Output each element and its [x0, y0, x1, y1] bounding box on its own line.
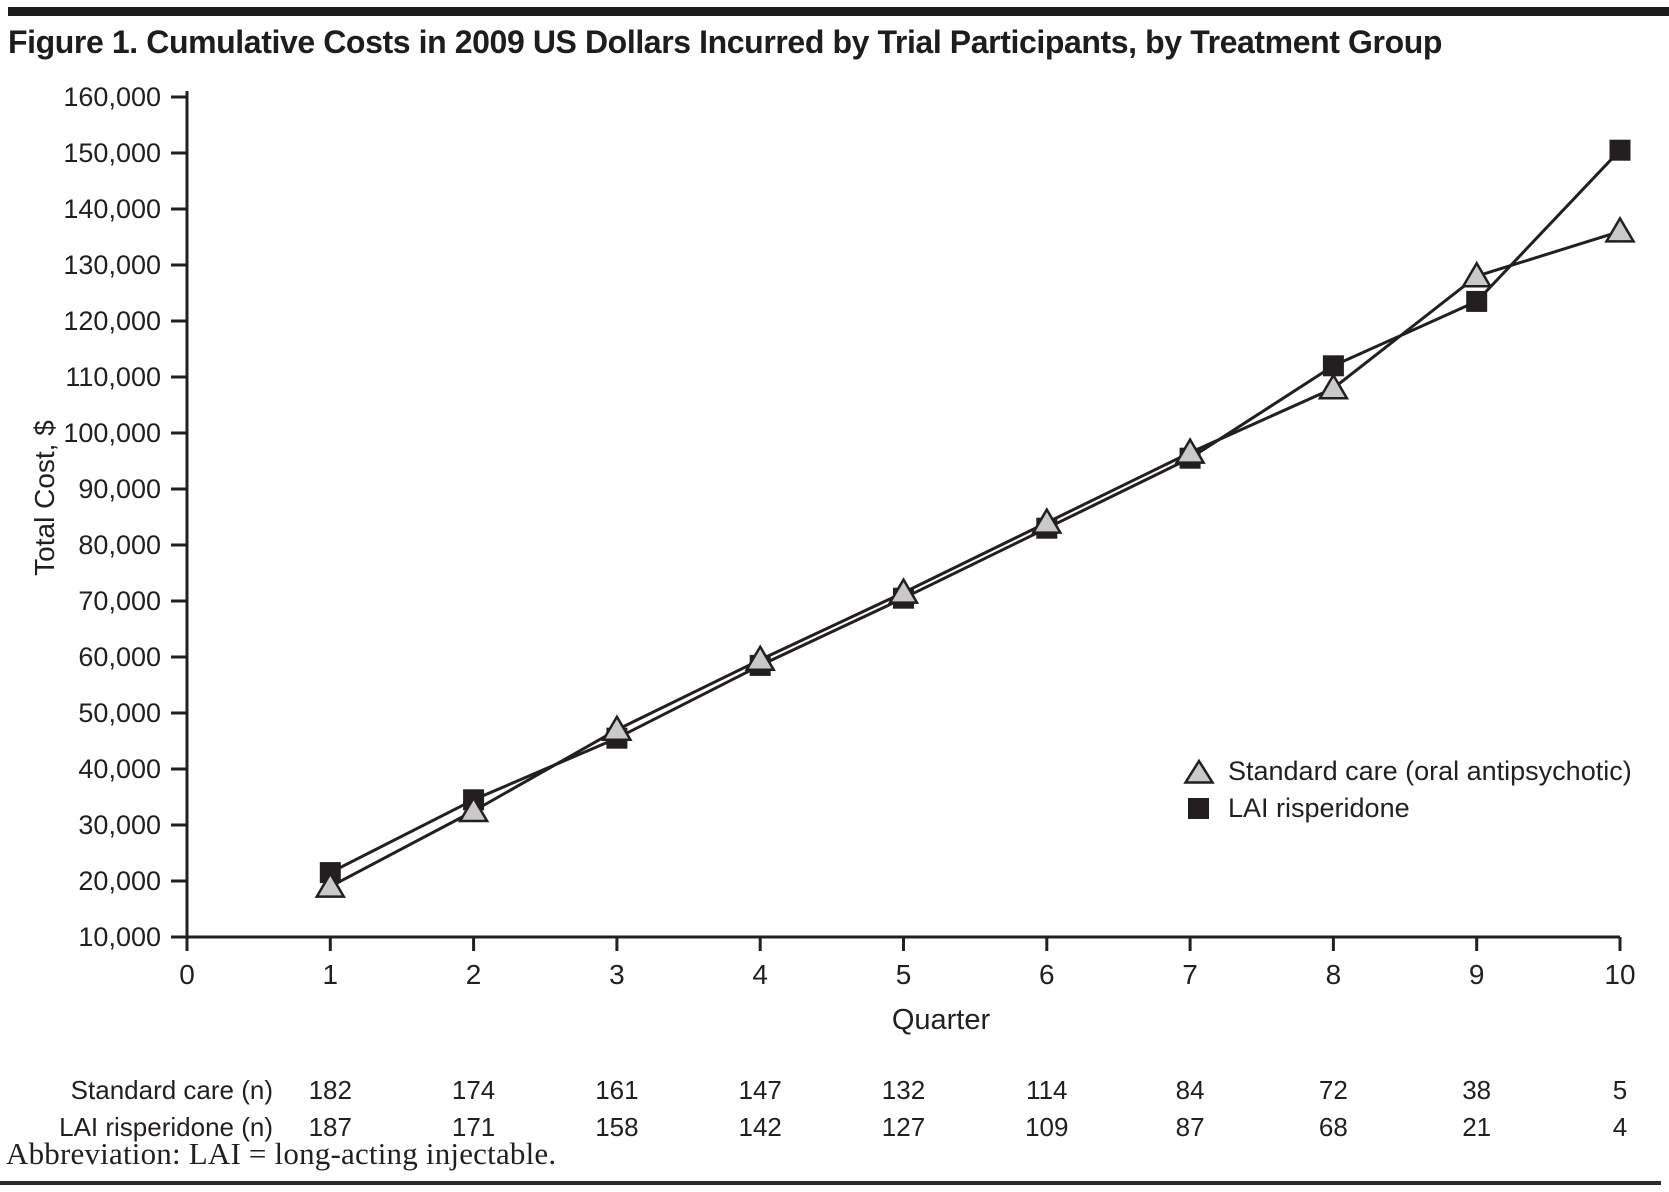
x-tick-label: 5: [896, 959, 912, 990]
table-row-label: LAI risperidone (n): [59, 1112, 273, 1142]
table-cell: 171: [451, 1112, 496, 1142]
triangle-marker-icon: [1183, 758, 1215, 784]
x-tick-label: 7: [1182, 959, 1198, 990]
marker-standard-care-oral-antipsychotic-q3: [601, 714, 633, 742]
y-tick-label: 60,000: [78, 642, 161, 672]
top-rule: [8, 7, 1669, 16]
table-cell: 161: [595, 1075, 639, 1105]
table-cell: 147: [738, 1075, 782, 1105]
marker-standard-care-oral-antipsychotic-q7: [1174, 437, 1206, 464]
table-cell: 4: [1612, 1112, 1628, 1142]
table-cell: 5: [1612, 1075, 1628, 1105]
table-cell: 114: [1026, 1075, 1068, 1105]
y-tick-label: 120,000: [63, 306, 161, 336]
y-axis-title: Total Cost, $: [29, 420, 60, 576]
x-tick-label: 3: [609, 959, 625, 990]
legend-item-lai-risperidone: LAI risperidone: [1183, 790, 1632, 827]
legend: Standard care (oral antipsychotic) LAI r…: [1183, 753, 1632, 827]
x-axis-title: Quarter: [891, 1004, 991, 1036]
table-cell: 132: [881, 1075, 926, 1105]
y-tick-label: 110,000: [65, 362, 161, 392]
legend-label-lai-risperidone: LAI risperidone: [1228, 793, 1410, 823]
abbreviation-note: Abbreviation: LAI = long-acting injectab…: [6, 1136, 557, 1171]
y-tick-label: 70,000: [78, 586, 161, 616]
y-tick-label: 140,000: [63, 194, 161, 224]
y-tick-label: 80,000: [78, 530, 161, 560]
marker-standard-care-oral-antipsychotic-q1: [314, 871, 346, 898]
table-row-label: Standard care (n): [70, 1075, 273, 1105]
bottom-rule: [0, 1181, 1661, 1185]
table-cell: 127: [881, 1112, 926, 1142]
x-tick-label: 10: [1604, 959, 1635, 990]
marker-standard-care-oral-antipsychotic-q9: [1461, 260, 1493, 288]
table-row-lai-risperidone-n: LAI risperidone (n) 187 171 158 142 127 109 87 6…: [0, 1109, 1669, 1146]
y-tick-label: 150,000: [63, 138, 161, 168]
figure-title: Figure 1. Cumulative Costs in 2009 US Do…: [8, 24, 1443, 60]
marker-standard-care-oral-antipsychotic-q8: [1317, 372, 1350, 400]
y-tick-label: 130,000: [63, 250, 161, 280]
legend-triangle-glyph: [1183, 758, 1215, 784]
legend-label-standard-care: Standard care (oral antipsychotic): [1228, 756, 1632, 786]
y-tick-label: 20,000: [78, 866, 161, 896]
table-cell: 21: [1462, 1112, 1492, 1142]
table-cell: 87: [1175, 1112, 1205, 1142]
y-tick-label: 40,000: [78, 754, 161, 784]
x-tick-label: 1: [323, 959, 339, 990]
table-cell: 174: [451, 1075, 496, 1105]
x-tick-label: 6: [1039, 959, 1055, 990]
y-tick-label: 50,000: [78, 698, 161, 728]
series-line-standard-care-oral-antipsychotic: [329, 229, 1621, 888]
marker-standard-care-oral-antipsychotic-q10: [1604, 215, 1636, 243]
table-cell: 158: [595, 1112, 639, 1142]
table-cell: 68: [1318, 1112, 1348, 1142]
marker-standard-care-oral-antipsychotic-q4: [744, 644, 776, 672]
table-cell: 142: [738, 1112, 782, 1142]
table-row-standard-care-n: Standard care (n) 182 174 161 147 132 114 84 72 3…: [0, 1072, 1669, 1109]
table-cell: 38: [1462, 1075, 1492, 1105]
table-cell: 109: [1025, 1112, 1069, 1142]
marker-standard-care-oral-antipsychotic-q2: [457, 795, 490, 823]
marker-lai-risperidone-q8: [1322, 355, 1344, 377]
y-tick-label: 100,000: [63, 418, 161, 448]
y-tick-label: 90,000: [78, 474, 161, 504]
square-marker-icon: [1188, 798, 1209, 819]
table-cell: 182: [308, 1075, 352, 1105]
marker-lai-risperidone-q9: [1466, 290, 1488, 312]
marker-lai-risperidone-q10: [1609, 139, 1631, 161]
marker-standard-care-oral-antipsychotic-q5: [887, 577, 920, 604]
x-tick-label: 4: [752, 959, 768, 990]
table-cell: 84: [1175, 1075, 1205, 1105]
x-tick-label: 8: [1326, 959, 1342, 990]
y-tick-label: 160,000: [63, 82, 161, 112]
x-tick-label: 0: [179, 959, 195, 990]
table-cell: 72: [1318, 1075, 1348, 1105]
x-tick-label: 2: [466, 959, 482, 990]
x-tick-label: 9: [1469, 959, 1485, 990]
y-tick-label: 10,000: [78, 922, 161, 952]
marker-standard-care-oral-antipsychotic-q6: [1031, 507, 1063, 534]
legend-square-glyph: [1188, 798, 1209, 819]
table-cell: 187: [308, 1112, 352, 1142]
y-tick-label: 30,000: [78, 810, 161, 840]
legend-item-standard-care: Standard care (oral antipsychotic): [1183, 753, 1632, 790]
